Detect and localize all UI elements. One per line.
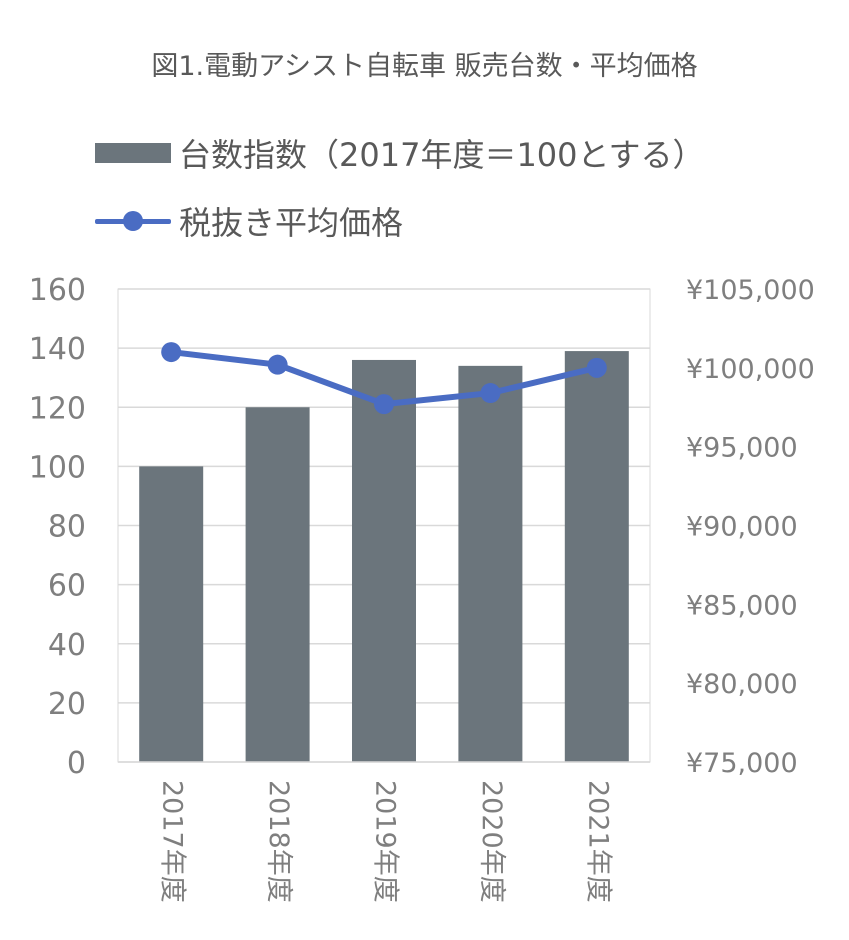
bar xyxy=(245,407,310,762)
legend-item-line: 税抜き平均価格 xyxy=(95,198,403,244)
legend-line-label: 税抜き平均価格 xyxy=(179,204,404,242)
y-left-tick-label: 80 xyxy=(48,510,86,545)
legend-bar-label: 台数指数（2017年度＝100とする） xyxy=(179,136,705,174)
y-left-tick-label: 20 xyxy=(48,687,86,722)
y-left-tick-label: 160 xyxy=(29,273,86,308)
y-right-tick-label: ¥95,000 xyxy=(686,433,798,464)
x-tick-label: 2019年度 xyxy=(370,780,401,903)
y-right-tick-label: ¥85,000 xyxy=(686,590,798,621)
bar xyxy=(139,466,204,762)
price-marker xyxy=(586,357,607,378)
bar xyxy=(564,351,629,762)
price-marker xyxy=(267,354,288,375)
legend-bar-swatch xyxy=(95,143,171,163)
y-left-tick-label: 0 xyxy=(67,746,86,781)
chart-title: 図1.電動アシスト自転車 販売台数・平均価格 xyxy=(151,51,698,82)
bar xyxy=(458,365,523,762)
legend-line-swatch xyxy=(95,209,171,233)
bar xyxy=(352,359,416,762)
x-tick-label: 2017年度 xyxy=(157,780,188,903)
y-right-tick-label: ¥105,000 xyxy=(686,275,815,306)
y-right-tick-label: ¥100,000 xyxy=(686,354,815,385)
y-left-tick-label: 140 xyxy=(29,332,86,367)
y-left-tick-label: 60 xyxy=(48,569,86,604)
legend-item-bar: 台数指数（2017年度＝100とする） xyxy=(95,130,705,176)
y-left-tick-label: 100 xyxy=(29,450,86,485)
price-marker xyxy=(374,394,394,415)
y-right-tick-label: ¥90,000 xyxy=(686,512,798,543)
y-left-tick-label: 40 xyxy=(48,628,86,663)
price-marker xyxy=(480,383,501,404)
y-right-tick-label: ¥80,000 xyxy=(686,669,798,700)
x-tick-label: 2020年度 xyxy=(476,780,507,903)
price-marker xyxy=(161,342,182,363)
y-right-tick-label: ¥75,000 xyxy=(686,748,798,779)
y-left-tick-label: 120 xyxy=(29,391,86,426)
x-tick-label: 2018年度 xyxy=(263,780,294,903)
x-tick-label: 2021年度 xyxy=(582,780,613,903)
